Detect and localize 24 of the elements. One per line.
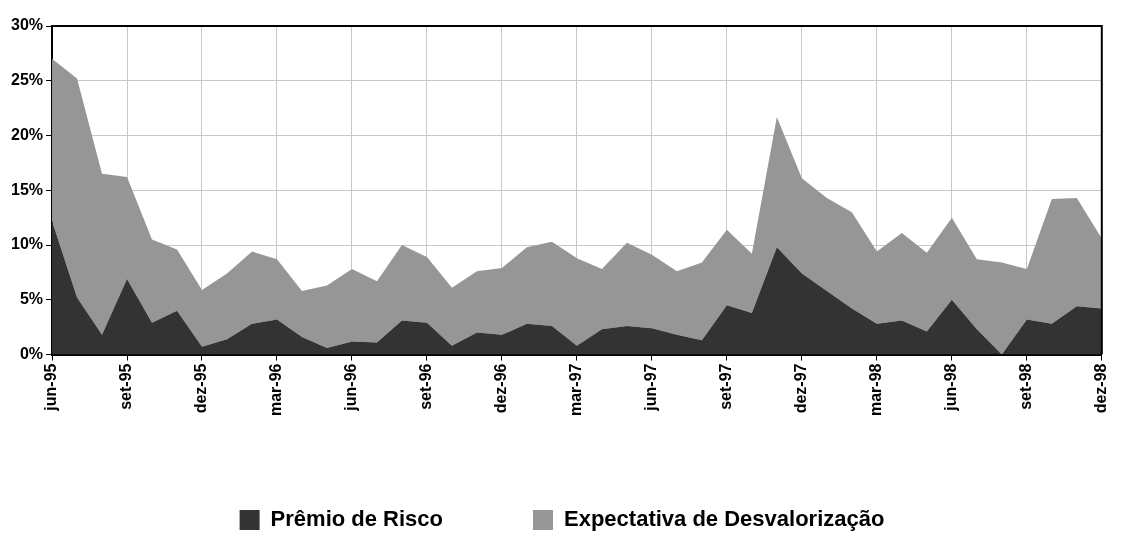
x-tick-label: set-96 (417, 363, 435, 410)
y-tick-label: 0% (19, 344, 44, 362)
x-tick-label: set-95 (117, 363, 135, 410)
x-tick-label: jun-98 (942, 363, 960, 412)
y-tick-label: 30% (10, 16, 44, 34)
x-tick-label: jun-96 (342, 363, 360, 412)
y-tick-label: 20% (10, 125, 44, 143)
y-tick-label: 15% (10, 180, 44, 198)
x-tick-label: dez-98 (1092, 363, 1110, 414)
x-tick-label: dez-97 (792, 363, 810, 414)
x-tick-label: mar-97 (567, 363, 585, 417)
legend-label: Prêmio de Risco (270, 506, 443, 532)
y-tick-label: 10% (10, 235, 44, 253)
legend-label: Expectativa de Desvalorização (564, 506, 885, 532)
x-tick-label: mar-96 (267, 363, 285, 417)
x-tick-label: dez-96 (492, 363, 510, 414)
x-tick-label: set-97 (717, 363, 735, 410)
y-tick-label: 5% (19, 290, 44, 308)
x-tick-label: dez-95 (192, 363, 210, 414)
x-tick-label: jun-97 (642, 363, 660, 412)
x-tick-label: jun-95 (42, 363, 60, 412)
x-tick-label: set-98 (1017, 363, 1035, 410)
y-tick-label: 25% (10, 71, 44, 89)
x-tick-label: mar-98 (867, 363, 885, 417)
